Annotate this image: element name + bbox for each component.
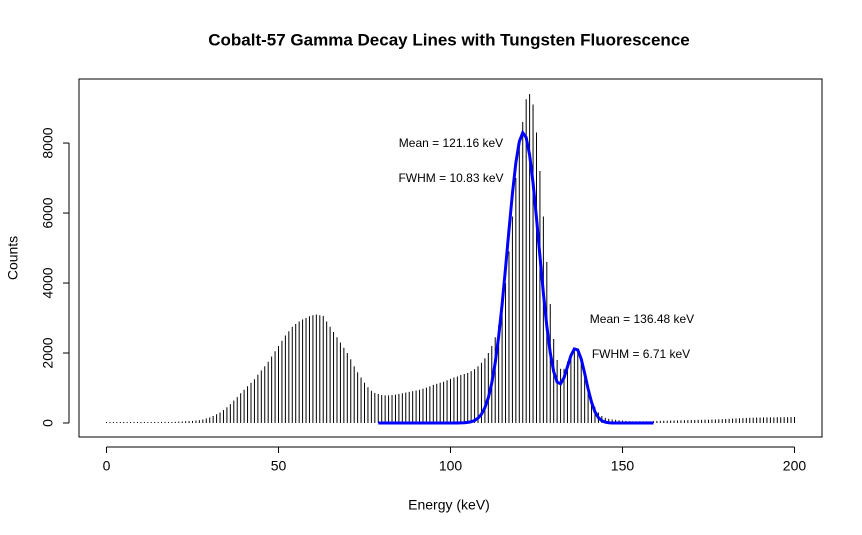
y-tick-label: 4000: [40, 267, 56, 298]
x-axis-label: Energy (keV): [408, 497, 490, 513]
y-axis-label: Counts: [5, 236, 21, 280]
x-tick-label: 100: [439, 458, 463, 474]
x-tick-label: 0: [103, 458, 111, 474]
annotation: Mean = 136.48 keV: [590, 312, 694, 326]
x-tick-label: 50: [271, 458, 287, 474]
plot-frame: [78, 78, 823, 438]
y-tick-label: 2000: [40, 337, 56, 368]
annotation: Mean = 121.16 keV: [399, 136, 503, 150]
y-tick-label: 6000: [40, 197, 56, 228]
y-tick-label: 0: [40, 419, 56, 427]
annotation: FWHM = 6.71 keV: [592, 347, 690, 361]
chart-title: Cobalt-57 Gamma Decay Lines with Tungste…: [208, 30, 689, 49]
x-tick-label: 150: [611, 458, 635, 474]
y-tick-label: 8000: [40, 127, 56, 158]
fit-curve: [378, 129, 654, 425]
x-tick-label: 200: [783, 458, 807, 474]
annotation: FWHM = 10.83 keV: [398, 171, 503, 185]
